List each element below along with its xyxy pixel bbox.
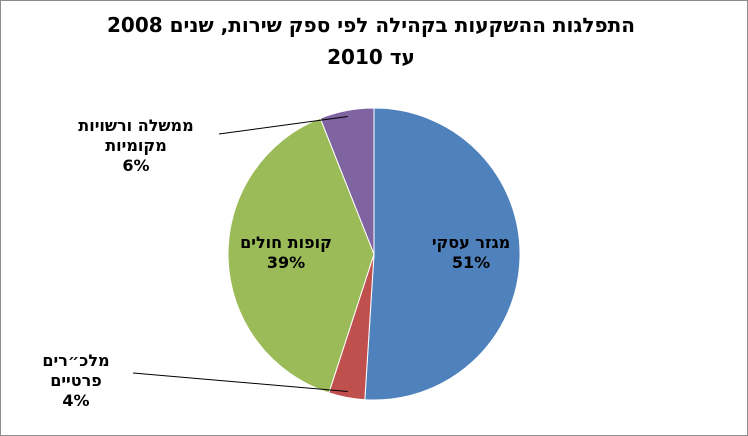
leader-line-government xyxy=(218,116,348,135)
chart-title-line1: התפלגות ההשקעות בקהילה לפי ספק שירות, שנ… xyxy=(106,13,636,37)
leader-line-private-nonprofits xyxy=(132,372,348,392)
slice-government xyxy=(319,107,375,255)
label-private-nonprofits-value: 4% xyxy=(62,391,90,410)
label-hmo-value: 39% xyxy=(266,253,306,272)
label-business-sector-value: 51% xyxy=(451,253,491,272)
label-government-name-line2: מקומיות xyxy=(105,136,167,155)
slice-hmo xyxy=(227,117,375,394)
slice-business-sector xyxy=(364,107,521,401)
label-hmo: קופות חולים 39% xyxy=(211,233,361,273)
label-business-sector-name: מגזר עסקי xyxy=(431,233,511,252)
label-private-nonprofits: מלכ״רים פרטיים 4% xyxy=(6,351,146,411)
label-government: ממשלה ורשויות מקומיות 6% xyxy=(41,116,231,176)
label-business-sector: מגזר עסקי 51% xyxy=(396,233,546,273)
label-government-value: 6% xyxy=(122,156,150,175)
chart-title-line2: עד 2010 xyxy=(327,45,415,69)
label-hmo-name: קופות חולים xyxy=(240,233,332,252)
label-government-name-line1: ממשלה ורשויות xyxy=(78,116,194,135)
label-private-nonprofits-name-line1: מלכ״רים xyxy=(42,351,110,370)
label-private-nonprofits-name-line2: פרטיים xyxy=(50,371,102,390)
